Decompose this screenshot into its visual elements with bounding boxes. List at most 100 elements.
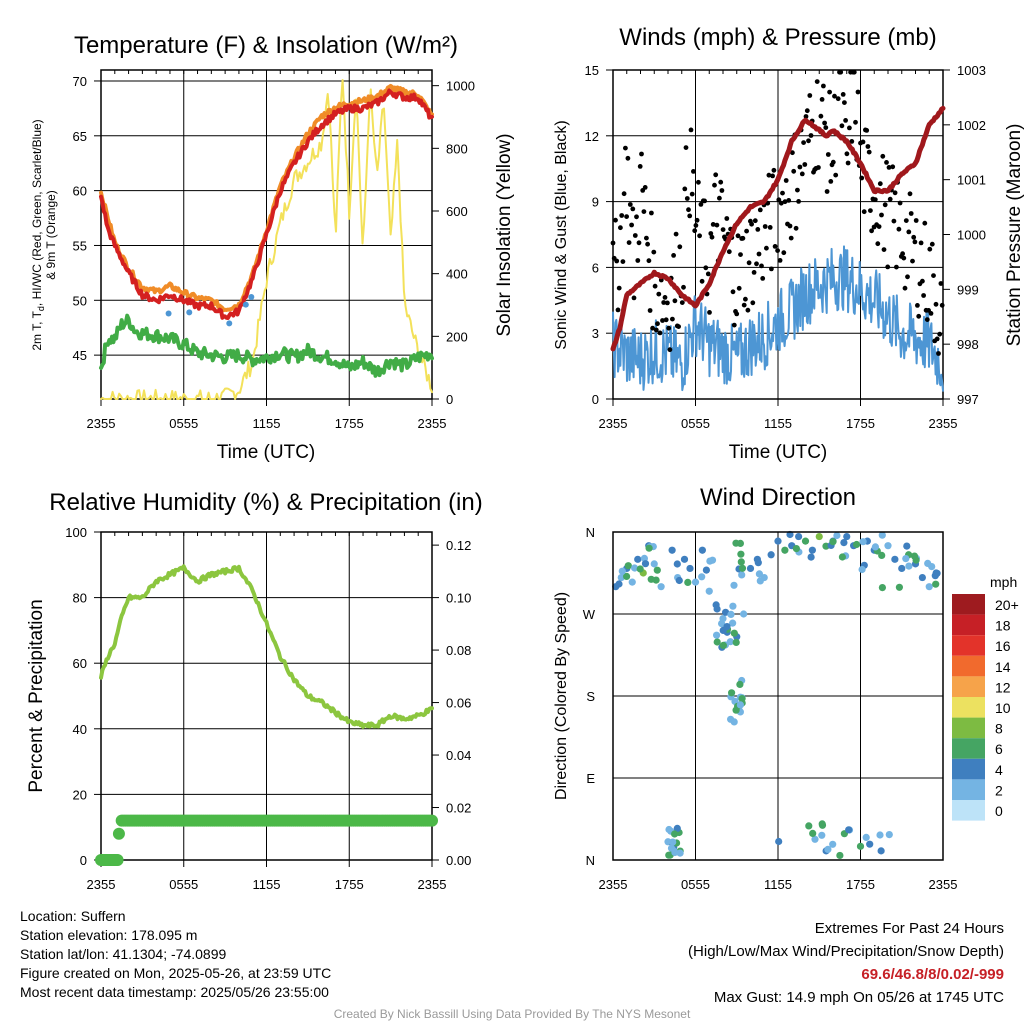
direction-point	[615, 580, 623, 588]
extremes-values: 69.6/46.8/8/0.02/-999	[861, 966, 1004, 983]
gust-point	[885, 264, 891, 270]
gust-point	[703, 265, 709, 271]
gust-point	[757, 207, 763, 213]
direction-point	[878, 584, 887, 592]
gust-point	[801, 140, 806, 146]
gust-point	[677, 244, 683, 250]
direction-point	[736, 701, 745, 709]
gust-point	[880, 153, 886, 159]
direction-point	[836, 851, 844, 860]
dir-ytick-label: N	[586, 525, 595, 540]
direction-point	[705, 587, 713, 595]
gust-point	[686, 207, 691, 213]
gust-point	[730, 289, 736, 295]
direction-point	[634, 555, 642, 563]
gust-point	[720, 227, 726, 233]
gust-point	[825, 152, 831, 157]
gust-point	[771, 167, 777, 173]
gust-point	[694, 217, 700, 223]
gust-point	[689, 191, 695, 197]
gust-point	[931, 273, 936, 278]
gust-point	[657, 330, 663, 336]
temp-ytick-label: 70	[73, 74, 87, 89]
gust-point	[897, 200, 903, 206]
temp-y2tick-label: 600	[446, 204, 468, 219]
gust-point	[787, 223, 793, 229]
gust-point	[649, 210, 654, 216]
gust-point	[764, 245, 769, 251]
wind-y2tick-label: 1003	[957, 63, 986, 78]
gust-point	[804, 108, 810, 114]
legend-swatch	[952, 676, 985, 697]
legend-label: 14	[995, 659, 1011, 675]
gust-point	[797, 164, 803, 170]
direction-point	[809, 829, 817, 838]
direction-point	[668, 546, 676, 554]
direction-point	[728, 689, 736, 697]
extremes-heading: Extremes For Past 24 Hours	[814, 920, 1004, 937]
gust-point	[835, 96, 841, 102]
gust-point	[911, 234, 917, 240]
gust-point	[752, 218, 758, 224]
direction-point	[713, 605, 721, 613]
gust-point	[644, 235, 649, 241]
temp-ylabel-left-a: 2m T, T	[30, 310, 44, 350]
direction-point	[754, 559, 762, 567]
direction-point	[691, 578, 700, 586]
gust-point	[890, 164, 896, 170]
legend-swatch	[952, 800, 985, 821]
gust-point	[802, 162, 808, 167]
temp-ylabel-right: Solar Insolation (Yellow)	[494, 133, 515, 336]
dir-ytick-label: E	[586, 771, 595, 786]
gust-point	[869, 228, 874, 234]
direction-point	[866, 840, 874, 848]
gust-point	[770, 173, 775, 179]
direction-point	[878, 551, 886, 560]
gust-point	[776, 197, 782, 203]
gust-point	[766, 172, 772, 178]
station-pressure-line	[610, 105, 946, 352]
legend-title: mph	[990, 574, 1017, 590]
gust-point	[783, 178, 789, 183]
rh-ylabel-left: Percent & Precipitation	[26, 599, 47, 792]
direction-point	[811, 835, 819, 843]
direction-point	[680, 555, 689, 563]
gust-point	[741, 302, 747, 308]
direction-point	[623, 572, 631, 581]
gust-point	[651, 249, 657, 255]
direction-point	[665, 851, 673, 859]
direction-point	[647, 575, 655, 583]
gust-point	[691, 169, 696, 174]
gust-point	[903, 218, 909, 224]
wind-y2tick-label: 1000	[957, 228, 986, 243]
direction-point	[840, 539, 848, 547]
gust-point	[687, 213, 693, 219]
dewpoint-line	[99, 313, 434, 378]
gust-point	[621, 191, 627, 197]
wind-xtick-label: 0555	[681, 416, 710, 431]
gust-point	[684, 196, 690, 201]
gust-point	[713, 172, 719, 178]
gust-point	[699, 278, 705, 284]
direction-point	[792, 545, 801, 553]
most-recent-data: Most recent data timestamp: 2025/05/26 2…	[20, 984, 329, 1000]
direction-point	[833, 531, 841, 540]
gust-point	[884, 160, 889, 165]
direction-point	[719, 641, 728, 650]
temp-xtick-label: 0555	[169, 416, 198, 431]
gust-point	[671, 253, 676, 258]
gust-point	[920, 278, 925, 284]
credit-line: Created By Nick Bassill Using Data Provi…	[333, 1007, 691, 1021]
rh-y2tick-label: 0.02	[446, 801, 471, 816]
dir-xtick-label: 1155	[764, 877, 792, 892]
direction-point	[713, 638, 721, 646]
direction-point	[829, 538, 837, 546]
gust-point	[916, 313, 922, 319]
gust-point	[864, 127, 870, 133]
temp-ytick-label: 45	[73, 348, 87, 363]
gust-point	[808, 133, 814, 138]
direction-point	[727, 610, 735, 619]
gust-point	[830, 159, 836, 165]
wind-ytick-label: 9	[592, 195, 599, 210]
direction-point	[702, 566, 711, 574]
